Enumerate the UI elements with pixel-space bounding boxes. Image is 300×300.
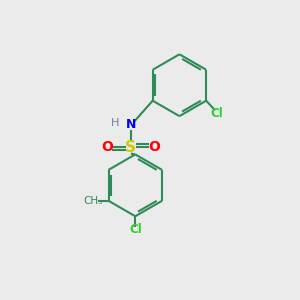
- Text: S: S: [125, 140, 136, 154]
- Text: O: O: [148, 140, 160, 154]
- Text: Cl: Cl: [210, 107, 223, 120]
- Text: O: O: [101, 140, 113, 154]
- Text: CH₃: CH₃: [84, 196, 103, 206]
- Text: H: H: [111, 118, 120, 128]
- Text: Cl: Cl: [129, 223, 142, 236]
- Text: N: N: [126, 118, 136, 131]
